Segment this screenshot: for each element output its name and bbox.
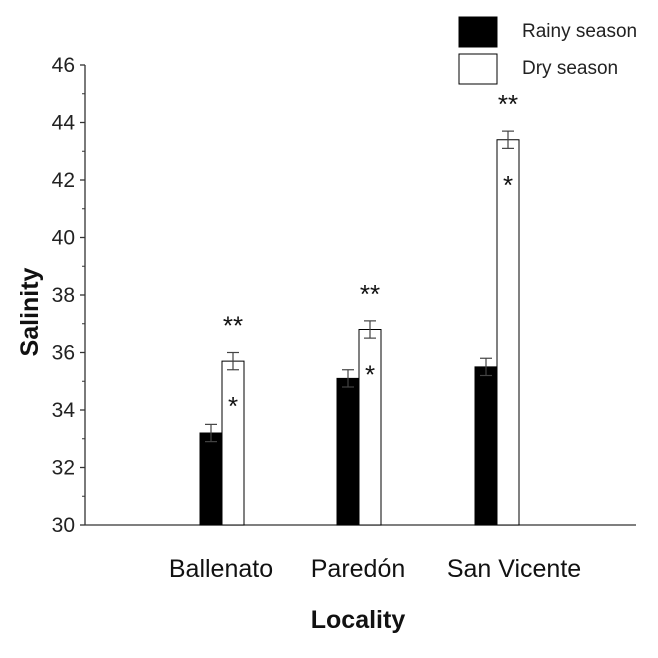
bar-rainy [199, 432, 223, 526]
legend-label: Dry season [522, 58, 618, 79]
legend-swatch-rainy [458, 16, 498, 48]
bar-rainy [474, 366, 498, 526]
y-axis: 30 32 34 36 38 40 42 44 46 [52, 54, 86, 537]
y-tick-label-42: 42 [52, 169, 75, 192]
y-tick-label-38: 38 [52, 284, 75, 307]
legend-label: Rainy season [522, 21, 637, 42]
x-category-label: Paredón [311, 555, 406, 583]
error-bar [502, 130, 514, 149]
error-bar [364, 320, 376, 339]
y-tick-label-36: 36 [52, 342, 75, 365]
legend-swatch-dry [458, 53, 498, 85]
significance-marker-single: * [365, 360, 375, 390]
bars [199, 130, 520, 526]
y-tick-label-32: 32 [52, 457, 75, 480]
x-axis-title: Locality [311, 606, 406, 634]
bar-dry [221, 360, 245, 526]
error-bar [480, 357, 492, 377]
y-axis-title: Salinity [16, 267, 44, 356]
bar-rainy [336, 377, 360, 526]
annotations: ********* [223, 89, 518, 421]
significance-marker-double: ** [360, 279, 380, 309]
y-tick-label-44: 44 [52, 112, 76, 135]
significance-marker-single: * [503, 170, 513, 200]
significance-marker-double: ** [498, 89, 518, 119]
y-tick-label-30: 30 [52, 514, 75, 537]
error-bar [342, 369, 354, 388]
x-category-label: San Vicente [447, 555, 581, 583]
y-tick-label-34: 34 [52, 399, 76, 422]
error-bar [205, 423, 217, 443]
significance-marker-double: ** [223, 311, 243, 341]
significance-marker-single: * [228, 391, 238, 421]
legend: Rainy season Dry season [458, 16, 637, 85]
x-axis: Ballenato Paredón San Vicente [85, 524, 636, 583]
y-tick-label-40: 40 [52, 227, 75, 250]
x-category-label: Ballenato [169, 555, 273, 583]
error-bar [227, 351, 239, 371]
y-tick-label-46: 46 [52, 54, 75, 77]
